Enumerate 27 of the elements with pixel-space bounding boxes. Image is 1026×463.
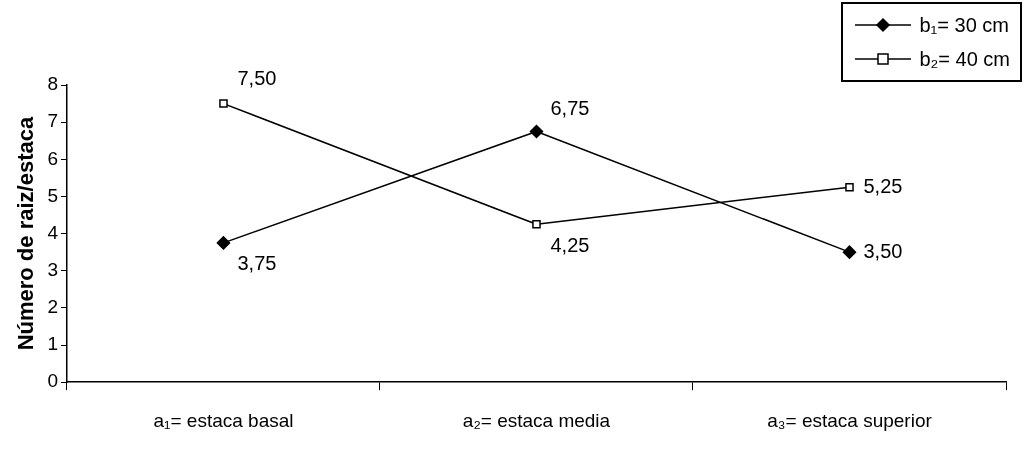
x-tick-label: a₂= estaca media (462, 409, 611, 431)
point (529, 124, 544, 139)
y-axis-title: Número de raiz/estaca (13, 116, 39, 351)
point (842, 245, 857, 259)
point (532, 220, 541, 229)
y-tick-label: 8 (47, 73, 58, 95)
data-label: 3,50 (863, 239, 903, 262)
y-tick-label: 6 (47, 147, 58, 169)
y-tick-label: 7 (47, 110, 58, 132)
legend-label: b₁= 30 cm (919, 13, 1009, 37)
y-tick-label: 0 (47, 370, 58, 392)
x-tick-label: a₁= estaca basal (153, 409, 294, 431)
x-tick-label: a₃= estaca superior (767, 409, 933, 431)
point (216, 236, 231, 250)
y-tick-label: 2 (47, 296, 58, 318)
y-tick-label: 5 (47, 184, 58, 206)
data-label: 7,50 (237, 67, 277, 90)
data-label: 3,75 (237, 252, 277, 275)
y-tick-label: 3 (47, 258, 58, 280)
point (845, 182, 854, 192)
y-tick-label: 4 (47, 221, 59, 243)
data-label: 6,75 (550, 96, 590, 119)
y-tick-label: 1 (47, 333, 58, 355)
data-label: 4,25 (550, 233, 590, 256)
legend-label: b₂= 40 cm (919, 47, 1010, 71)
data-label: 5,25 (863, 174, 903, 197)
point (219, 99, 228, 108)
